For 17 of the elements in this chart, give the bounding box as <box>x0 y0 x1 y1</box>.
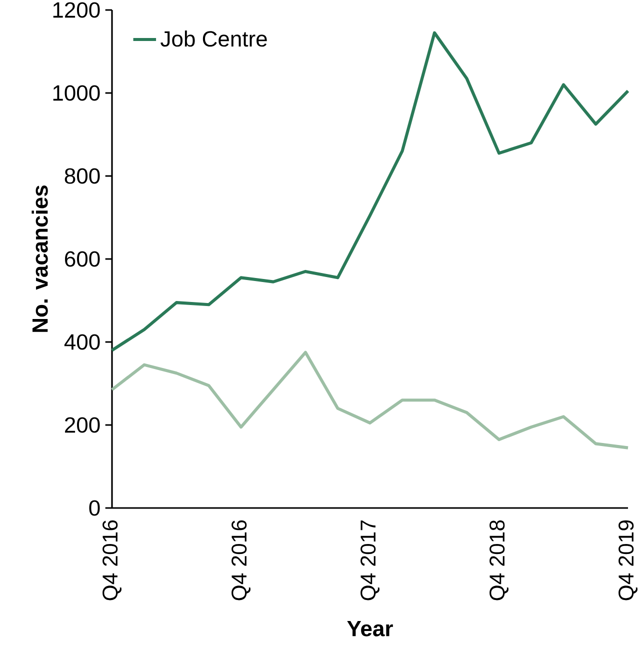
y-tick-label: 600 <box>65 251 100 267</box>
x-tick-label: Q4 2016 <box>232 520 250 600</box>
x-tick-label: Q4 2018 <box>490 520 508 600</box>
y-tick-label: 800 <box>64 168 100 184</box>
y-tick-label: 1200 <box>53 2 100 18</box>
line-series <box>110 350 630 450</box>
x-axis-title: Year <box>347 621 393 636</box>
y-tick-label: 400 <box>64 334 100 350</box>
x-tick-label: Q4 2017 <box>360 520 380 600</box>
y-tick-label: 200 <box>65 417 100 433</box>
x-tick-label: Q4 2016 <box>102 520 122 600</box>
legend-label: Job Centre <box>160 30 267 47</box>
y-tick-label: 0 <box>89 500 100 516</box>
y-axis-title: No. vacancies <box>32 186 48 332</box>
line-series <box>110 31 630 352</box>
y-tick-label: 1000 <box>53 85 100 101</box>
x-tick-label: Q4 2019 <box>618 520 638 600</box>
